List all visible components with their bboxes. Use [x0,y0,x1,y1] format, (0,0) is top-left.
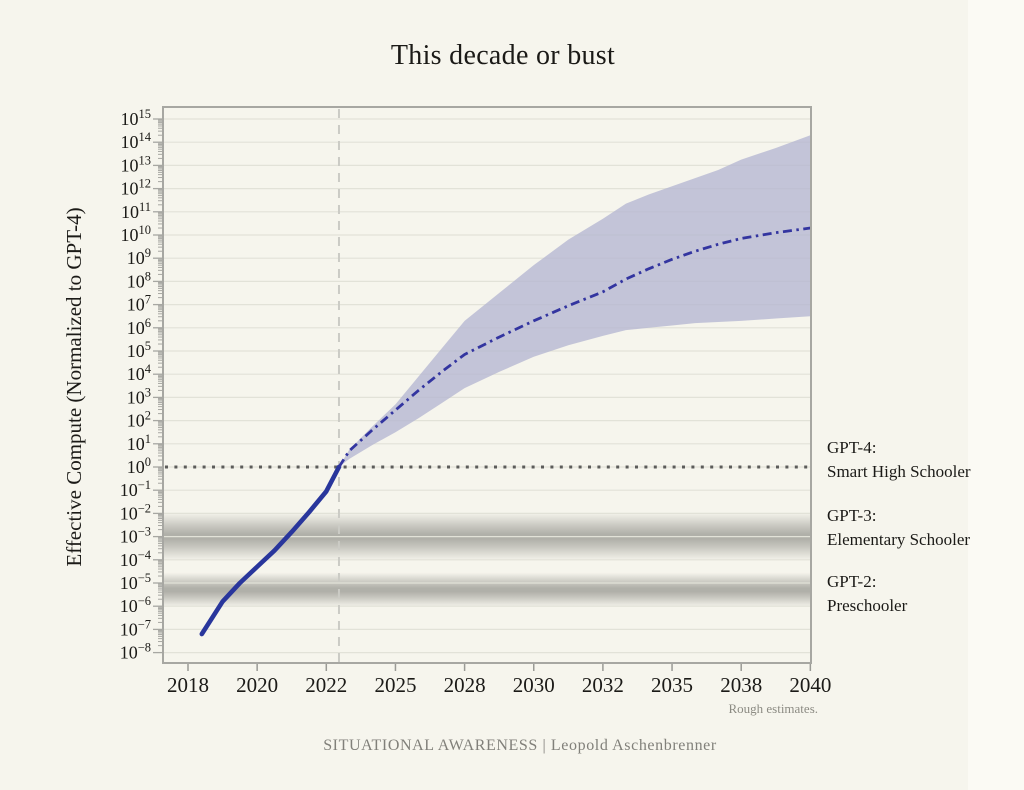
x-tick-label: 2038 [720,673,762,697]
y-tick-label: 1015 [121,107,152,129]
figure-margin [968,0,1024,790]
x-tick-label: 2032 [582,673,624,697]
series-dash-dot [337,226,811,468]
y-tick-label: 10−8 [120,641,151,663]
y-tick-label: 10−5 [120,571,151,593]
plot-frame [162,106,812,664]
footnote: Rough estimates. [728,701,818,716]
annotation-gpt2-level: Preschooler [827,595,908,615]
annotation-gpt2-model: GPT-2: [827,572,877,591]
y-tick-label: 107 [127,293,151,315]
y-tick-label: 102 [127,409,151,431]
y-tick-label: 10−3 [120,525,151,547]
y-tick-label: 10−4 [120,548,152,570]
y-tick-label: 1012 [121,177,152,199]
series-solid [199,464,342,637]
y-tick-label: 10−7 [120,617,151,639]
y-tick-label: 103 [127,385,151,407]
y-tick-label: 1013 [121,153,152,175]
annotation-gpt2: GPT-2: Preschooler [827,570,1007,617]
annotation-gpt3-level: Elementary Schooler [827,529,971,549]
annotation-gpt4-model: GPT-4: [827,438,877,457]
y-tick-label: 10−6 [120,594,151,616]
y-tick-label: 105 [127,339,151,361]
y-tick-label: 1010 [121,223,152,245]
y-tick-label: 106 [127,316,151,338]
x-tick-label: 2025 [374,673,416,697]
y-tick-label: 10−2 [120,501,151,523]
uncertainty-band [338,135,811,468]
x-tick-label: 2035 [651,673,693,697]
x-tick-label: 2028 [444,673,486,697]
x-tick-label: 2020 [236,673,278,697]
chart-title: This decade or bust [390,40,616,71]
y-tick-label: 109 [127,246,151,268]
y-tick-label: 10−1 [120,478,151,500]
y-tick-label: 101 [127,432,151,454]
y-tick-label: 1014 [121,130,152,152]
y-tick-label: 104 [127,362,152,384]
annotation-gpt4: GPT-4: Smart High Schooler [827,436,1007,483]
annotation-gpt4-level: Smart High Schooler [827,461,971,481]
x-tick-label: 2018 [167,673,209,697]
y-tick-label: 1011 [121,200,151,222]
y-tick-label: 100 [127,455,151,477]
x-tick-label: 2030 [513,673,555,697]
x-tick-label: 2022 [305,673,347,697]
annotation-gpt3-model: GPT-3: [827,506,877,525]
capability-band-1 [164,572,810,608]
y-tick-label: 108 [127,269,151,291]
annotation-gpt3: GPT-3: Elementary Schooler [827,504,1007,551]
attribution: SITUATIONAL AWARENESS | Leopold Aschenbr… [323,737,717,754]
x-tick-label: 2040 [789,673,831,697]
